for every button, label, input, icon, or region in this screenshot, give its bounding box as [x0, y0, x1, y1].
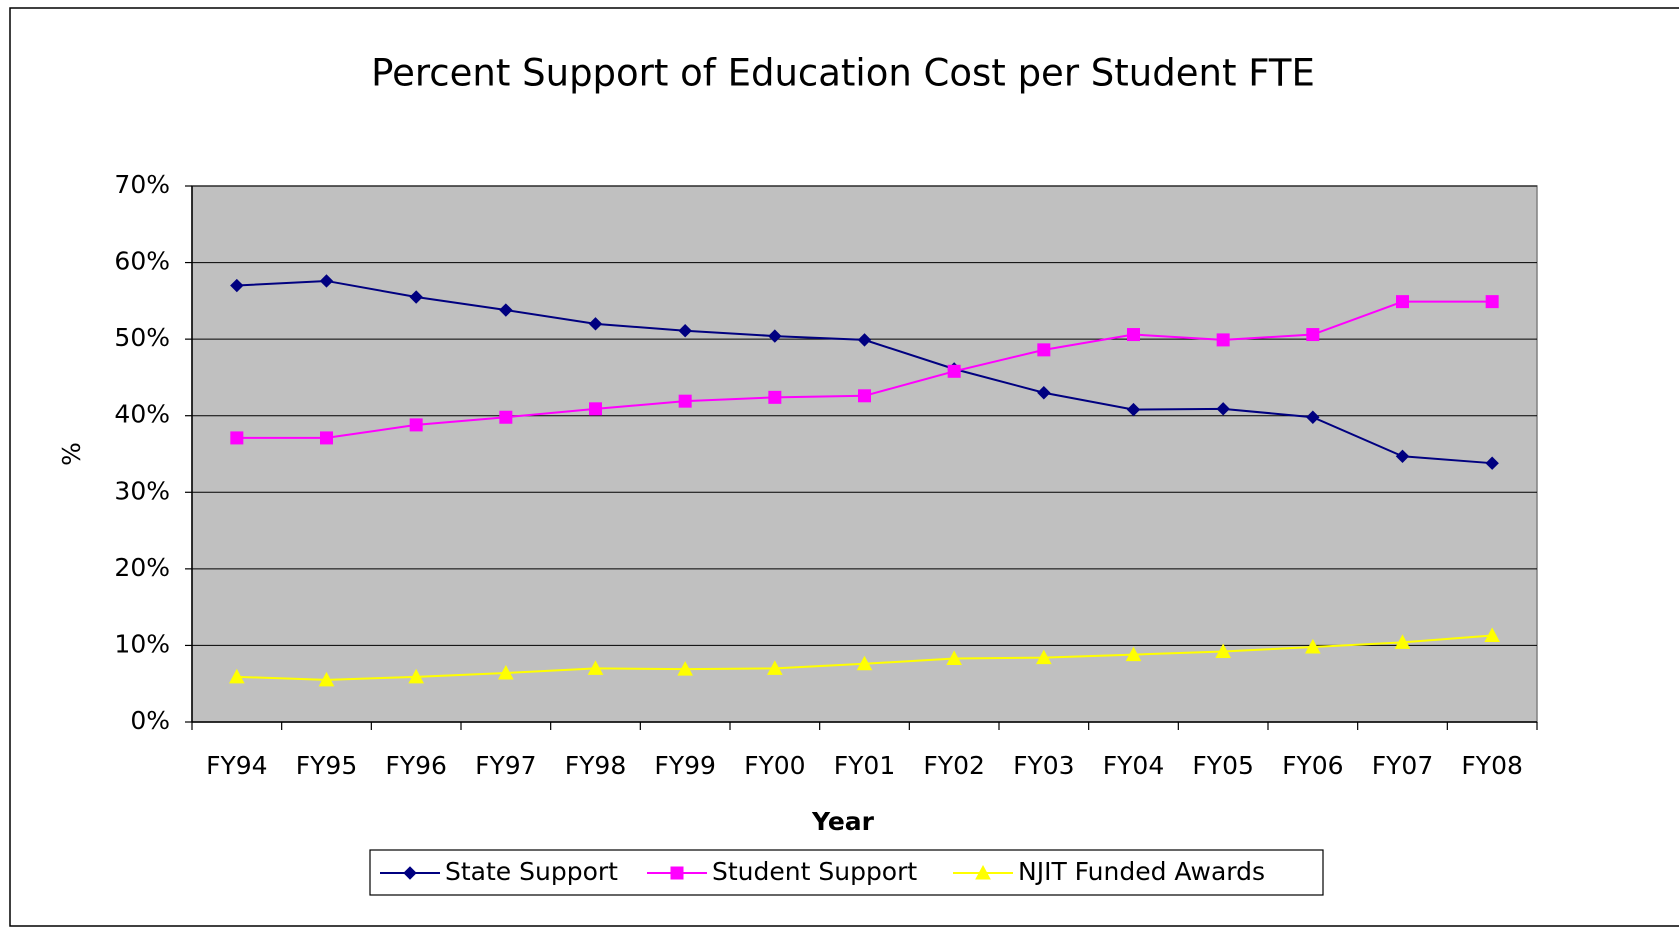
- data-point: [587, 660, 604, 675]
- data-point: [1037, 343, 1051, 357]
- data-point: [1395, 449, 1410, 464]
- data-point: [499, 303, 513, 317]
- y-tick-label: 0%: [130, 706, 170, 735]
- legend-box: [369, 849, 1324, 896]
- x-tick-label: FY03: [1013, 751, 1074, 780]
- data-point: [1035, 649, 1052, 665]
- y-tick-label: 50%: [114, 323, 170, 352]
- y-tick-label: 40%: [114, 400, 170, 429]
- data-point: [408, 668, 425, 684]
- data-point: [1127, 328, 1140, 342]
- data-point: [230, 431, 244, 445]
- data-point: [497, 664, 514, 680]
- data-point: [1216, 402, 1230, 416]
- x-tick-label: FY98: [565, 751, 626, 780]
- data-point: [499, 410, 513, 424]
- y-tick-label: 70%: [114, 170, 170, 199]
- legend-label: NJIT Funded Awards: [1018, 857, 1265, 886]
- x-tick-label: FY95: [296, 751, 357, 780]
- data-point: [1485, 295, 1499, 309]
- data-point: [678, 324, 692, 338]
- x-tick-label: FY04: [1103, 751, 1164, 780]
- data-point: [319, 274, 334, 288]
- data-point: [678, 394, 692, 408]
- data-point: [409, 418, 423, 432]
- data-point: [1304, 638, 1321, 654]
- x-tick-label: FY94: [206, 751, 267, 780]
- data-point: [768, 390, 782, 404]
- data-point: [318, 671, 335, 687]
- y-tick-label: 20%: [114, 553, 170, 582]
- data-point: [1396, 295, 1409, 309]
- x-tick-label: FY07: [1372, 751, 1433, 780]
- y-tick-label: 10%: [114, 629, 170, 658]
- data-point: [1484, 627, 1501, 642]
- x-axis-label: Year: [811, 807, 875, 836]
- data-point: [1394, 634, 1411, 649]
- x-tick-label: FY00: [744, 751, 805, 780]
- data-point: [1306, 328, 1320, 342]
- data-point: [677, 661, 694, 676]
- x-tick-label: FY08: [1461, 751, 1522, 780]
- x-tick-label: FY97: [475, 751, 536, 780]
- legend-label: State Support: [445, 857, 618, 886]
- data-point: [1126, 402, 1141, 417]
- data-point: [947, 364, 961, 378]
- legend-marker: [975, 864, 991, 880]
- data-point: [588, 317, 603, 331]
- x-tick-label: FY01: [834, 751, 895, 780]
- data-point: [228, 668, 245, 684]
- data-point: [1216, 333, 1230, 347]
- data-point: [856, 655, 873, 671]
- data-point: [589, 402, 602, 416]
- x-tick-label: FY96: [385, 751, 446, 780]
- data-point: [1306, 410, 1320, 424]
- data-point: [1125, 646, 1142, 662]
- data-point: [858, 389, 871, 403]
- x-tick-label: FY05: [1192, 751, 1253, 780]
- data-point: [1485, 456, 1499, 470]
- y-tick-label: 60%: [114, 247, 170, 276]
- data-point: [230, 278, 244, 293]
- x-tick-label: FY99: [654, 751, 715, 780]
- y-axis-label: %: [57, 442, 86, 466]
- x-tick-label: FY02: [923, 751, 984, 780]
- legend-marker: [670, 866, 684, 880]
- data-point: [857, 333, 872, 347]
- x-tick-label: FY06: [1282, 751, 1343, 780]
- data-point: [946, 650, 963, 665]
- data-point: [320, 431, 333, 445]
- data-point: [768, 329, 782, 343]
- data-point: [1037, 386, 1051, 400]
- legend-marker: [403, 866, 417, 880]
- y-tick-label: 30%: [114, 476, 170, 505]
- data-point: [766, 660, 783, 675]
- data-point: [409, 290, 423, 304]
- legend-label: Student Support: [712, 857, 917, 886]
- chart-title: Percent Support of Education Cost per St…: [371, 52, 1315, 95]
- plot-area: [191, 185, 1538, 723]
- data-point: [1215, 643, 1232, 659]
